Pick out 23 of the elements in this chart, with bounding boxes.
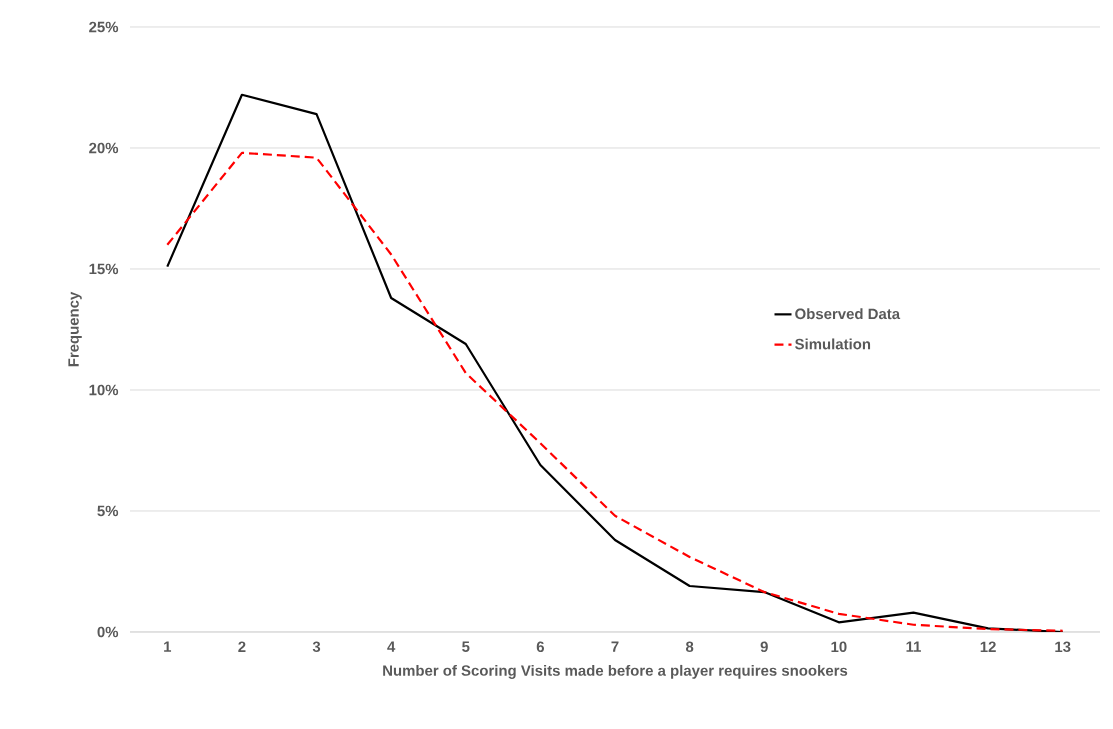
y-tick-label: 10% xyxy=(89,384,119,396)
x-tick-label: 11 xyxy=(906,641,921,652)
x-tick-label: 8 xyxy=(685,641,694,653)
legend-label: Simulation xyxy=(795,338,871,350)
x-tick-label: 13 xyxy=(1055,641,1071,653)
y-axis-title: Frequency xyxy=(68,291,82,367)
x-tick-label: 12 xyxy=(980,641,996,652)
x-axis-title: Number of Scoring Visits made before a player requires snookers xyxy=(383,664,848,679)
y-tick-label: 5% xyxy=(97,505,119,517)
x-tick-label: 10 xyxy=(831,641,847,653)
x-tick-label: 4 xyxy=(387,641,396,652)
x-tick-label: 5 xyxy=(462,641,470,652)
x-tick-label: 1 xyxy=(164,641,172,652)
x-tick-label: 2 xyxy=(238,641,246,652)
x-tick-label: 3 xyxy=(312,641,321,653)
y-tick-label: 0% xyxy=(97,626,119,638)
legend-label: Observed Data xyxy=(795,308,901,320)
x-tick-label: 7 xyxy=(611,641,619,652)
y-tick-label: 20% xyxy=(89,142,119,154)
y-tick-label: 15% xyxy=(89,263,119,275)
x-tick-label: 9 xyxy=(760,641,768,653)
x-tick-label: 6 xyxy=(536,641,545,653)
y-tick-label: 25% xyxy=(89,21,119,33)
